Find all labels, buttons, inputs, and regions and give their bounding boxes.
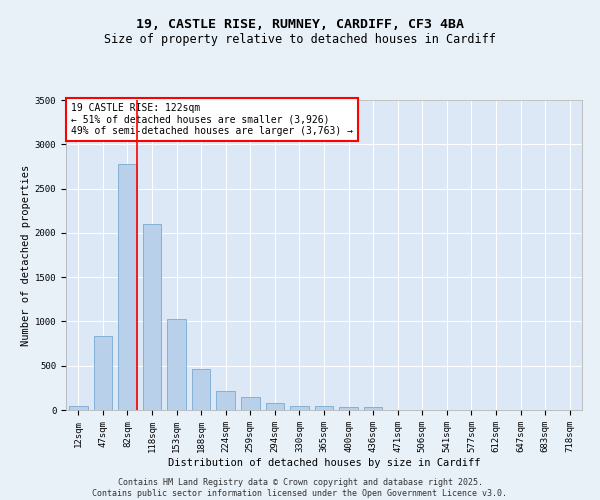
- Bar: [118, 164, 137, 410]
- Bar: [143, 224, 161, 410]
- X-axis label: Distribution of detached houses by size in Cardiff: Distribution of detached houses by size …: [168, 458, 480, 468]
- Bar: [94, 336, 112, 410]
- Bar: [192, 370, 211, 410]
- Text: Size of property relative to detached houses in Cardiff: Size of property relative to detached ho…: [104, 32, 496, 46]
- Bar: [315, 406, 333, 410]
- Text: 19, CASTLE RISE, RUMNEY, CARDIFF, CF3 4BA: 19, CASTLE RISE, RUMNEY, CARDIFF, CF3 4B…: [136, 18, 464, 30]
- Bar: [69, 406, 88, 410]
- Text: Contains HM Land Registry data © Crown copyright and database right 2025.
Contai: Contains HM Land Registry data © Crown c…: [92, 478, 508, 498]
- Bar: [217, 390, 235, 410]
- Text: 19 CASTLE RISE: 122sqm
← 51% of detached houses are smaller (3,926)
49% of semi-: 19 CASTLE RISE: 122sqm ← 51% of detached…: [71, 103, 353, 136]
- Y-axis label: Number of detached properties: Number of detached properties: [20, 164, 31, 346]
- Bar: [167, 319, 186, 410]
- Bar: [266, 403, 284, 410]
- Bar: [290, 406, 308, 410]
- Bar: [364, 408, 382, 410]
- Bar: [241, 396, 260, 410]
- Bar: [340, 408, 358, 410]
